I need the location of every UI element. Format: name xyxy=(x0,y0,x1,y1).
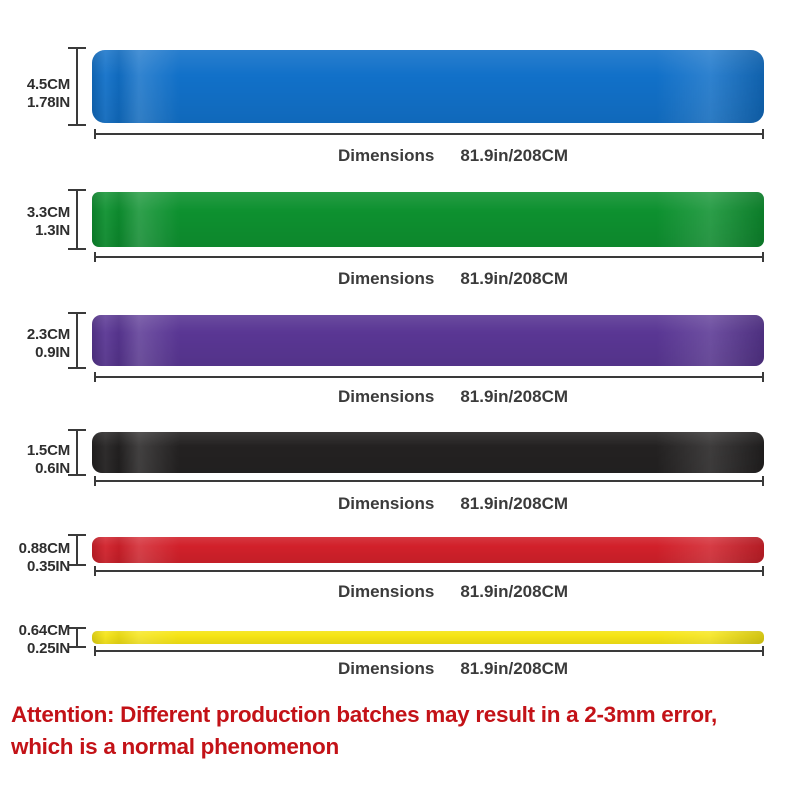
vertical-dimension-bracket-icon xyxy=(68,47,86,126)
resistance-band-yellow xyxy=(92,631,764,644)
vertical-dimension-bracket-icon xyxy=(68,627,86,648)
dimensions-caption: Dimensions 81.9in/208CM xyxy=(94,494,764,514)
dimensions-label: Dimensions xyxy=(337,387,435,406)
dimensions-label: Dimensions xyxy=(337,582,435,601)
dimensions-label: Dimensions xyxy=(337,146,435,165)
dimensions-caption: Dimensions 81.9in/208CM xyxy=(94,659,764,679)
resistance-band-black xyxy=(92,432,764,473)
dimensions-label: Dimensions xyxy=(337,269,435,288)
vertical-dimension-bracket-icon xyxy=(68,429,86,476)
attention-line-1: Attention: Different production batches … xyxy=(11,702,717,727)
attention-line-2: which is a normal phenomenon xyxy=(11,734,339,759)
resistance-band-purple xyxy=(92,315,764,366)
band-width-label: 3.3CM 1.3IN xyxy=(0,204,70,240)
resistance-band-red xyxy=(92,537,764,563)
vertical-dimension-bracket-icon xyxy=(68,189,86,250)
length-dimension-line-icon xyxy=(94,476,764,486)
dimensions-value: 81.9in/208CM xyxy=(460,269,569,288)
width-cm-value: 3.3CM xyxy=(26,204,70,221)
length-dimension-line-icon xyxy=(94,129,764,139)
dimensions-label: Dimensions xyxy=(337,494,435,513)
vertical-dimension-bracket-icon xyxy=(68,312,86,369)
attention-text: Attention: Different production batches … xyxy=(11,699,791,763)
width-in-value: 0.9IN xyxy=(35,344,70,361)
dimensions-value: 81.9in/208CM xyxy=(460,659,569,678)
width-in-value: 0.6IN xyxy=(35,460,70,477)
band-width-label: 1.5CM 0.6IN xyxy=(0,442,70,478)
width-in-value: 0.35IN xyxy=(27,558,70,575)
resistance-band-green xyxy=(92,192,764,247)
dimensions-value: 81.9in/208CM xyxy=(460,146,569,165)
dimensions-caption: Dimensions 81.9in/208CM xyxy=(94,269,764,289)
dimensions-caption: Dimensions 81.9in/208CM xyxy=(94,582,764,602)
width-in-value: 1.3IN xyxy=(35,222,70,239)
dimensions-caption: Dimensions 81.9in/208CM xyxy=(94,146,764,166)
width-cm-value: 2.3CM xyxy=(26,326,70,343)
dimensions-value: 81.9in/208CM xyxy=(460,494,569,513)
dimensions-label: Dimensions xyxy=(337,659,435,678)
band-width-label: 2.3CM 0.9IN xyxy=(0,326,70,362)
resistance-band-blue xyxy=(92,50,764,123)
width-cm-value: 0.64CM xyxy=(18,622,71,639)
length-dimension-line-icon xyxy=(94,566,764,576)
width-cm-value: 1.5CM xyxy=(26,442,70,459)
width-cm-value: 4.5CM xyxy=(26,76,70,93)
length-dimension-line-icon xyxy=(94,372,764,382)
length-dimension-line-icon xyxy=(94,646,764,656)
width-in-value: 0.25IN xyxy=(27,640,70,657)
width-in-value: 1.78IN xyxy=(27,94,70,111)
vertical-dimension-bracket-icon xyxy=(68,534,86,566)
dimensions-caption: Dimensions 81.9in/208CM xyxy=(94,387,764,407)
band-width-label: 4.5CM 1.78IN xyxy=(0,76,70,112)
length-dimension-line-icon xyxy=(94,252,764,262)
width-cm-value: 0.88CM xyxy=(18,540,71,557)
dimensions-value: 81.9in/208CM xyxy=(460,582,569,601)
band-width-label: 0.64CM 0.25IN xyxy=(0,622,71,658)
dimensions-value: 81.9in/208CM xyxy=(460,387,569,406)
band-width-label: 0.88CM 0.35IN xyxy=(0,540,71,576)
